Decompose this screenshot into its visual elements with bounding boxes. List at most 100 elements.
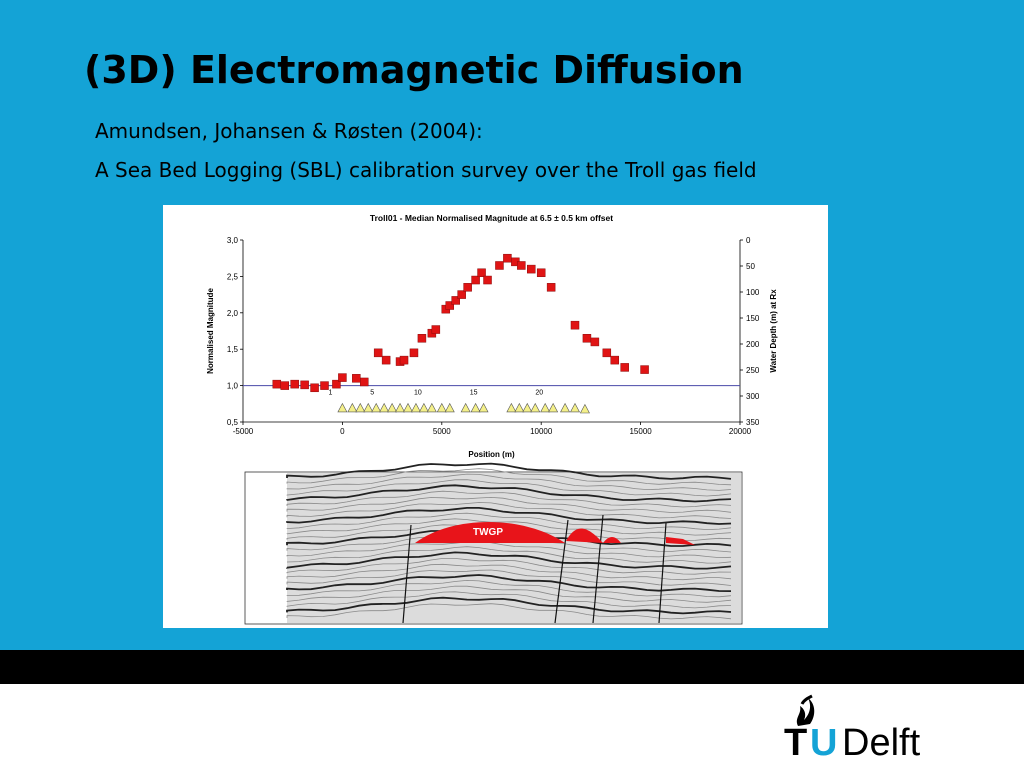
seismic-reflector: [286, 558, 732, 575]
receiver-number-label: 1: [329, 390, 333, 397]
seismic-reflector: [286, 551, 732, 570]
footer-area: [0, 684, 1024, 768]
water-depth-point: [337, 402, 348, 413]
receiver-number-label: 10: [414, 390, 422, 397]
citation-text: Amundsen, Johansen & Røsten (2004):: [95, 119, 483, 143]
water-depth-point: [379, 402, 390, 413]
water-depth-point: [371, 402, 382, 413]
seismic-reflector: [286, 512, 732, 531]
magnitude-point: [310, 383, 319, 393]
magnitude-point: [399, 355, 409, 365]
magnitude-point: [590, 337, 600, 347]
water-depth-point: [444, 402, 455, 413]
magnitude-point: [360, 377, 369, 387]
x-axis-label: Position (m): [468, 450, 515, 459]
x-tick-label: -5000: [233, 427, 254, 436]
logo-delft-text: Delft: [842, 722, 921, 764]
seismic-reflector: [286, 591, 732, 609]
magnitude-point: [602, 348, 612, 358]
magnitude-point: [471, 275, 480, 285]
y2-tick-label: 350: [746, 418, 760, 427]
magnitude-point: [457, 290, 466, 299]
y-axis-label: Normalised Magnitude: [206, 288, 215, 374]
y2-tick-label: 0: [746, 236, 751, 245]
magnitude-point: [517, 261, 526, 270]
seismic-reflector: [286, 479, 732, 497]
magnitude-chart: Troll01 - Median Normalised Magnitude at…: [206, 213, 778, 459]
receiver-number-label: 5: [370, 390, 374, 397]
water-depth-point: [418, 402, 429, 413]
survey-description: A Sea Bed Logging (SBL) calibration surv…: [95, 158, 757, 182]
water-depth-point: [506, 402, 517, 413]
tudelft-logo: T U Delft: [780, 692, 950, 764]
x-tick-label: 0: [340, 427, 345, 436]
y2-tick-label: 150: [746, 314, 760, 323]
y2-tick-label: 50: [746, 262, 755, 271]
gas-pocket-4: [666, 537, 695, 545]
seismic-reflector: [286, 540, 732, 559]
water-depth-point: [363, 402, 374, 413]
seismic-reflector: [286, 468, 732, 486]
y2-tick-label: 100: [746, 288, 760, 297]
water-depth-point: [548, 402, 559, 413]
water-depth-point: [355, 402, 366, 413]
water-depth-point: [347, 402, 358, 413]
y2-tick-label: 200: [746, 340, 760, 349]
seismic-reflector: [286, 484, 732, 503]
fault-line: [592, 514, 604, 624]
seismic-reflector: [286, 596, 732, 615]
magnitude-point: [463, 283, 472, 292]
y-tick-label: 2,0: [227, 309, 239, 318]
seismic-reflector: [286, 490, 732, 508]
magnitude-point: [280, 381, 289, 390]
magnitude-point: [381, 355, 391, 365]
water-depth-point: [460, 402, 471, 413]
seismic-reflector: [286, 546, 732, 564]
magnitude-point: [332, 379, 341, 389]
magnitude-point: [290, 379, 299, 389]
y-tick-label: 0,5: [227, 418, 239, 427]
water-depth-point: [410, 402, 421, 413]
fault-line: [658, 522, 667, 624]
x-tick-label: 20000: [729, 427, 752, 436]
logo-u-letter: U: [810, 722, 838, 764]
magnitude-point: [409, 348, 419, 358]
magnitude-point: [477, 268, 486, 278]
fault-line: [554, 519, 569, 624]
gas-pocket-main: [415, 522, 565, 543]
water-depth-point: [470, 402, 481, 413]
y-tick-label: 3,0: [227, 236, 239, 245]
twgp-label: TWGP: [473, 527, 503, 538]
magnitude-point: [570, 320, 580, 330]
seismic-reflector: [286, 585, 732, 603]
magnitude-point: [640, 365, 649, 374]
seismic-reflector: [286, 462, 732, 480]
magnitude-point: [451, 296, 460, 305]
seismic-reflector: [286, 563, 732, 581]
seismic-background: [287, 473, 741, 623]
receiver-number-label: 15: [470, 390, 478, 397]
y2-tick-label: 300: [746, 392, 760, 401]
y2-tick-label: 250: [746, 366, 760, 375]
water-depth-point: [579, 403, 590, 414]
magnitude-point: [300, 380, 309, 390]
receiver-number-label: 20: [535, 390, 543, 397]
slide-title: (3D) Electromagnetic Diffusion: [84, 48, 744, 92]
seismic-section: TWGP: [244, 462, 743, 625]
water-depth-point: [540, 402, 551, 413]
gas-pocket-3: [603, 537, 621, 543]
water-depth-point: [514, 402, 525, 413]
magnitude-point: [620, 363, 629, 372]
flame-icon: [796, 694, 815, 726]
water-depth-point: [522, 402, 533, 413]
y-tick-label: 1,5: [227, 345, 239, 354]
seismic-reflector: [286, 574, 732, 592]
x-tick-label: 10000: [530, 427, 553, 436]
magnitude-point: [483, 275, 492, 285]
logo-t-letter: T: [784, 722, 808, 764]
water-depth-point: [426, 402, 437, 413]
seismic-reflector: [286, 518, 732, 536]
magnitude-point: [417, 334, 427, 343]
magnitude-point: [373, 348, 383, 358]
water-depth-point: [436, 402, 447, 413]
